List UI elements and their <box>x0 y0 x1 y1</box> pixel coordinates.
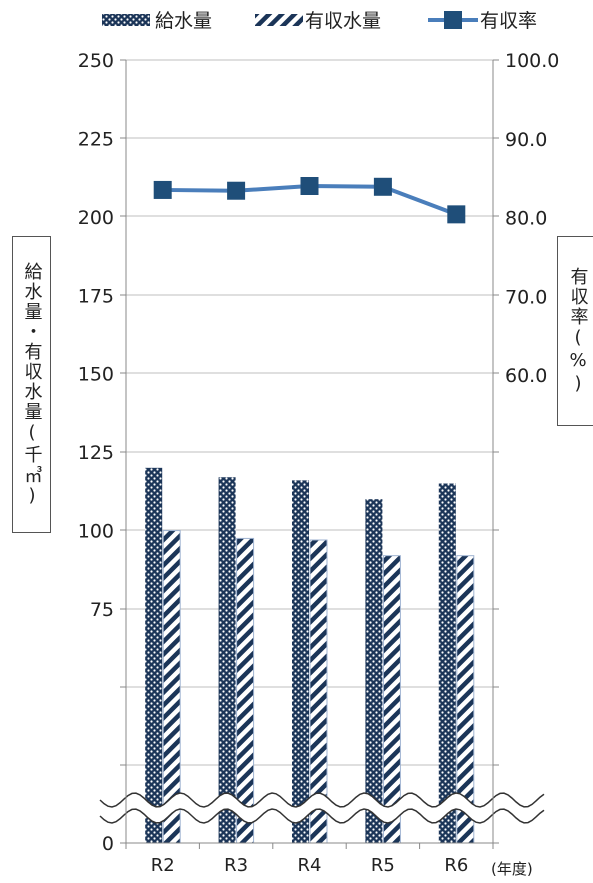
bar-給水量-R6 <box>438 483 456 843</box>
axis-break-upper <box>99 792 545 808</box>
left-tick-label: 200 <box>78 207 114 229</box>
marker-有収率-R3 <box>227 181 246 200</box>
left-tick-label: 0 <box>102 833 114 855</box>
left-tick-label: 125 <box>78 442 114 464</box>
marker-有収率-R6 <box>447 205 466 224</box>
marker-有収率-R4 <box>300 177 319 195</box>
x-tick-label: R6 <box>444 855 468 876</box>
right-tick-label: 80.0 <box>505 208 547 230</box>
bar-給水量-R5 <box>365 499 383 843</box>
x-tick-label: R4 <box>298 855 322 876</box>
x-tick-label: R2 <box>151 855 175 876</box>
right-tick-label: 60.0 <box>505 365 547 387</box>
axis-break-band <box>100 793 544 823</box>
legend-swatch-給水量 <box>102 14 150 26</box>
right-tick-label: 70.0 <box>505 286 547 308</box>
right-axis-label: 有収率(%) <box>557 236 593 426</box>
marker-有収率-R5 <box>373 177 392 196</box>
legend-label-給水量: 給水量 <box>155 10 212 32</box>
left-tick-label: 100 <box>78 521 114 543</box>
left-tick-label: 75 <box>90 599 114 621</box>
bar-有収水量-R5 <box>382 555 401 844</box>
left-tick-label: 175 <box>78 285 114 307</box>
bar-給水量-R2 <box>145 467 163 843</box>
legend-label-有収水量: 有収水量 <box>305 10 381 32</box>
legend-swatch-有収水量 <box>255 14 303 26</box>
left-tick-label: 250 <box>78 50 114 72</box>
x-tick-label: R5 <box>371 855 395 876</box>
left-tick-label: 150 <box>78 364 114 386</box>
axis-break-lower <box>99 808 545 824</box>
x-axis-unit: (年度) <box>491 860 533 878</box>
x-tick-label: R3 <box>224 855 248 876</box>
bar-給水量-R3 <box>218 477 236 843</box>
left-tick-label: 225 <box>78 128 114 150</box>
bar-給水量-R4 <box>292 480 309 843</box>
right-tick-label: 100.0 <box>505 50 559 72</box>
legend-label-有収率: 有収率 <box>480 10 537 32</box>
left-axis-label: 給水量・有収水量(千㎥) <box>12 236 51 533</box>
bar-有収水量-R3 <box>236 537 255 844</box>
right-tick-label: 90.0 <box>505 129 547 151</box>
legend-swatch-marker-有収率 <box>444 11 462 29</box>
marker-有収率-R2 <box>153 180 172 199</box>
